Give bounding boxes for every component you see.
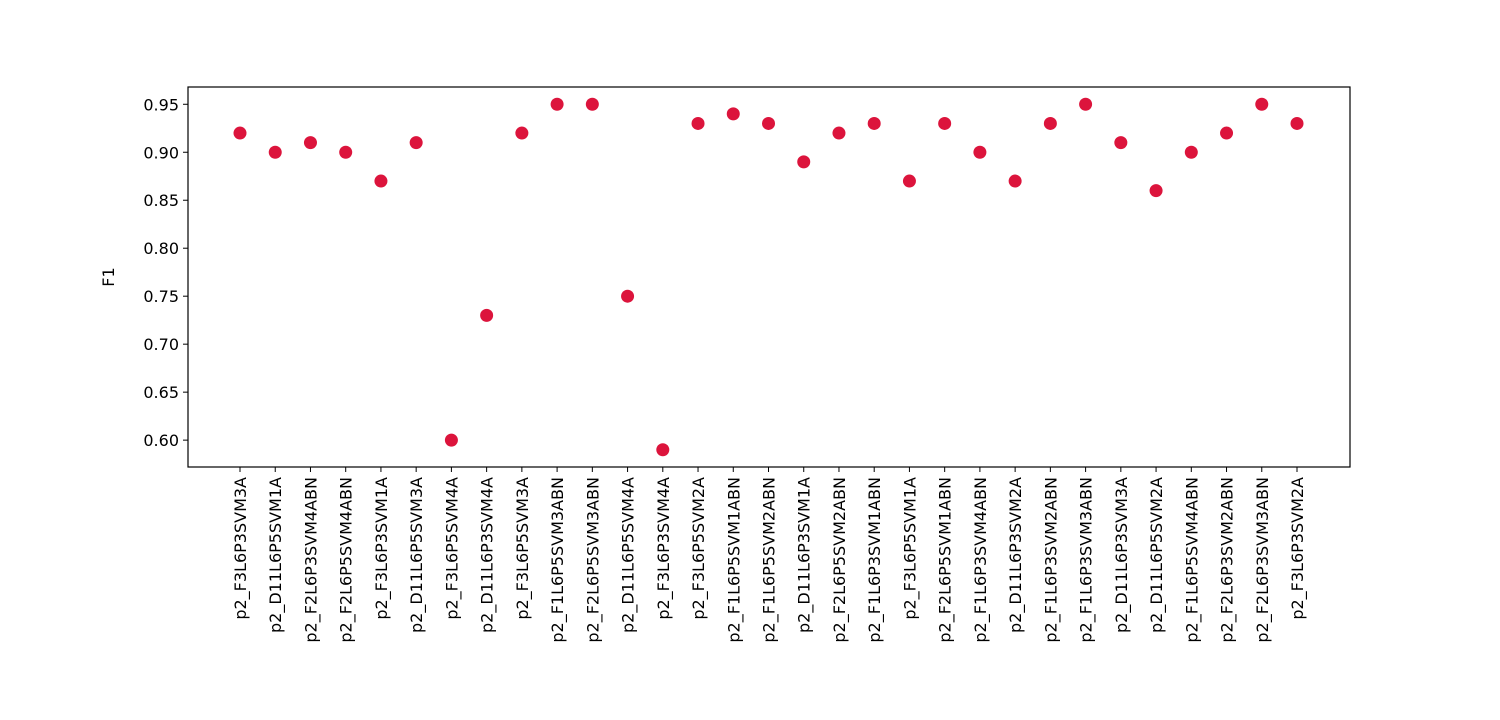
plot-area xyxy=(187,86,1351,468)
x-tick-label: p2_D11L6P3SVM1A xyxy=(795,477,815,633)
data-point xyxy=(726,107,740,121)
data-point xyxy=(303,136,317,150)
x-tick-label: p2_D11L6P5SVM2A xyxy=(1147,477,1167,633)
x-tick-label: p2_F2L6P3SVM4ABN xyxy=(301,477,321,643)
data-point xyxy=(1255,97,1269,111)
x-tick-label: p2_D11L6P3SVM2A xyxy=(1006,477,1026,633)
x-tick-label: p2_F2L6P5SVM1ABN xyxy=(936,477,956,643)
x-tick-label: p2_D11L6P3SVM3A xyxy=(1112,477,1132,633)
data-point xyxy=(1114,136,1128,150)
x-tick-label: p2_F1L6P3SVM1ABN xyxy=(865,477,885,643)
data-point xyxy=(832,126,846,140)
data-point xyxy=(515,126,529,140)
data-point xyxy=(1290,116,1304,130)
y-tick-label: 0.80 xyxy=(143,239,179,258)
data-point xyxy=(233,126,247,140)
data-point xyxy=(973,145,987,159)
data-point xyxy=(1149,184,1163,198)
x-tick-label: p2_F3L6P3SVM3A xyxy=(231,477,251,620)
data-point xyxy=(1008,174,1022,188)
data-point xyxy=(902,174,916,188)
y-tick-label: 0.95 xyxy=(143,95,179,114)
x-tick-label: p2_D11L6P5SVM3A xyxy=(407,477,427,633)
y-tick-label: 0.65 xyxy=(143,383,179,402)
data-point xyxy=(797,155,811,169)
y-tick-label: 0.75 xyxy=(143,287,179,306)
x-tick-label: p2_F1L6P3SVM2ABN xyxy=(1041,477,1061,643)
y-axis: 0.60 0.65 0.70 0.75 0.80 0.85 0.90 0.95 xyxy=(143,95,188,450)
data-point xyxy=(691,116,705,130)
y-tick-label: 0.60 xyxy=(143,431,179,450)
data-point xyxy=(1079,97,1093,111)
x-tick-label: p2_F1L6P5SVM1ABN xyxy=(724,477,744,643)
data-point xyxy=(480,308,494,322)
x-tick-label: p2_F3L6P5SVM2A xyxy=(689,477,709,620)
data-point xyxy=(374,174,388,188)
data-point xyxy=(339,145,353,159)
data-point xyxy=(1220,126,1234,140)
x-tick-label: p2_F3L6P5SVM4A xyxy=(442,477,462,620)
x-tick-label: p2_F2L6P3SVM2ABN xyxy=(1218,477,1238,643)
x-tick-label: p2_D11L6P5SVM1A xyxy=(266,477,286,633)
x-tick-label: p2_F2L6P5SVM2ABN xyxy=(830,477,850,643)
data-point xyxy=(621,289,635,303)
x-tick-label: p2_F2L6P5SVM3ABN xyxy=(583,477,603,643)
x-tick-label: p2_F1L6P3SVM4ABN xyxy=(971,477,991,643)
data-point xyxy=(585,97,599,111)
data-point xyxy=(762,116,775,130)
x-tick-label: p2_F3L6P3SVM2A xyxy=(1288,477,1308,620)
y-tick-label: 0.85 xyxy=(143,191,179,210)
x-tick-label: p2_F1L6P5SVM2ABN xyxy=(760,477,780,643)
x-tick-label: p2_F1L6P5SVM3ABN xyxy=(548,477,568,643)
x-tick-label: p2_F1L6P5SVM4ABN xyxy=(1182,477,1202,643)
x-tick-label: p2_F2L6P5SVM4ABN xyxy=(337,477,357,643)
data-point xyxy=(1043,116,1057,130)
data-point xyxy=(409,136,423,150)
data-point xyxy=(444,433,458,447)
x-tick-label: p2_F3L6P3SVM1A xyxy=(372,477,392,620)
data-point xyxy=(1184,145,1198,159)
x-tick-label: p2_F3L6P5SVM3A xyxy=(513,477,533,620)
x-tick-label: p2_F3L6P5SVM1A xyxy=(900,477,920,620)
y-tick-label: 0.90 xyxy=(143,143,179,162)
x-tick-label: p2_F1L6P3SVM3ABN xyxy=(1077,477,1097,643)
data-point xyxy=(867,116,881,130)
data-point xyxy=(938,116,952,130)
x-tick-label: p2_F2L6P3SVM3ABN xyxy=(1253,477,1273,643)
data-point xyxy=(550,97,564,111)
data-point xyxy=(268,145,282,159)
data-points xyxy=(233,97,1304,457)
x-axis: p2_F3L6P3SVM3A p2_D11L6P5SVM1A p2_F2L6P3SV… xyxy=(231,467,1308,643)
data-point xyxy=(656,443,670,457)
y-tick-label: 0.70 xyxy=(143,335,179,354)
x-tick-label: p2_D11L6P5SVM4A xyxy=(619,477,639,633)
x-tick-label: p2_F3L6P3SVM4A xyxy=(654,477,674,620)
x-tick-label: p2_D11L6P3SVM4A xyxy=(478,477,498,633)
y-axis-label: F1 xyxy=(99,267,118,286)
